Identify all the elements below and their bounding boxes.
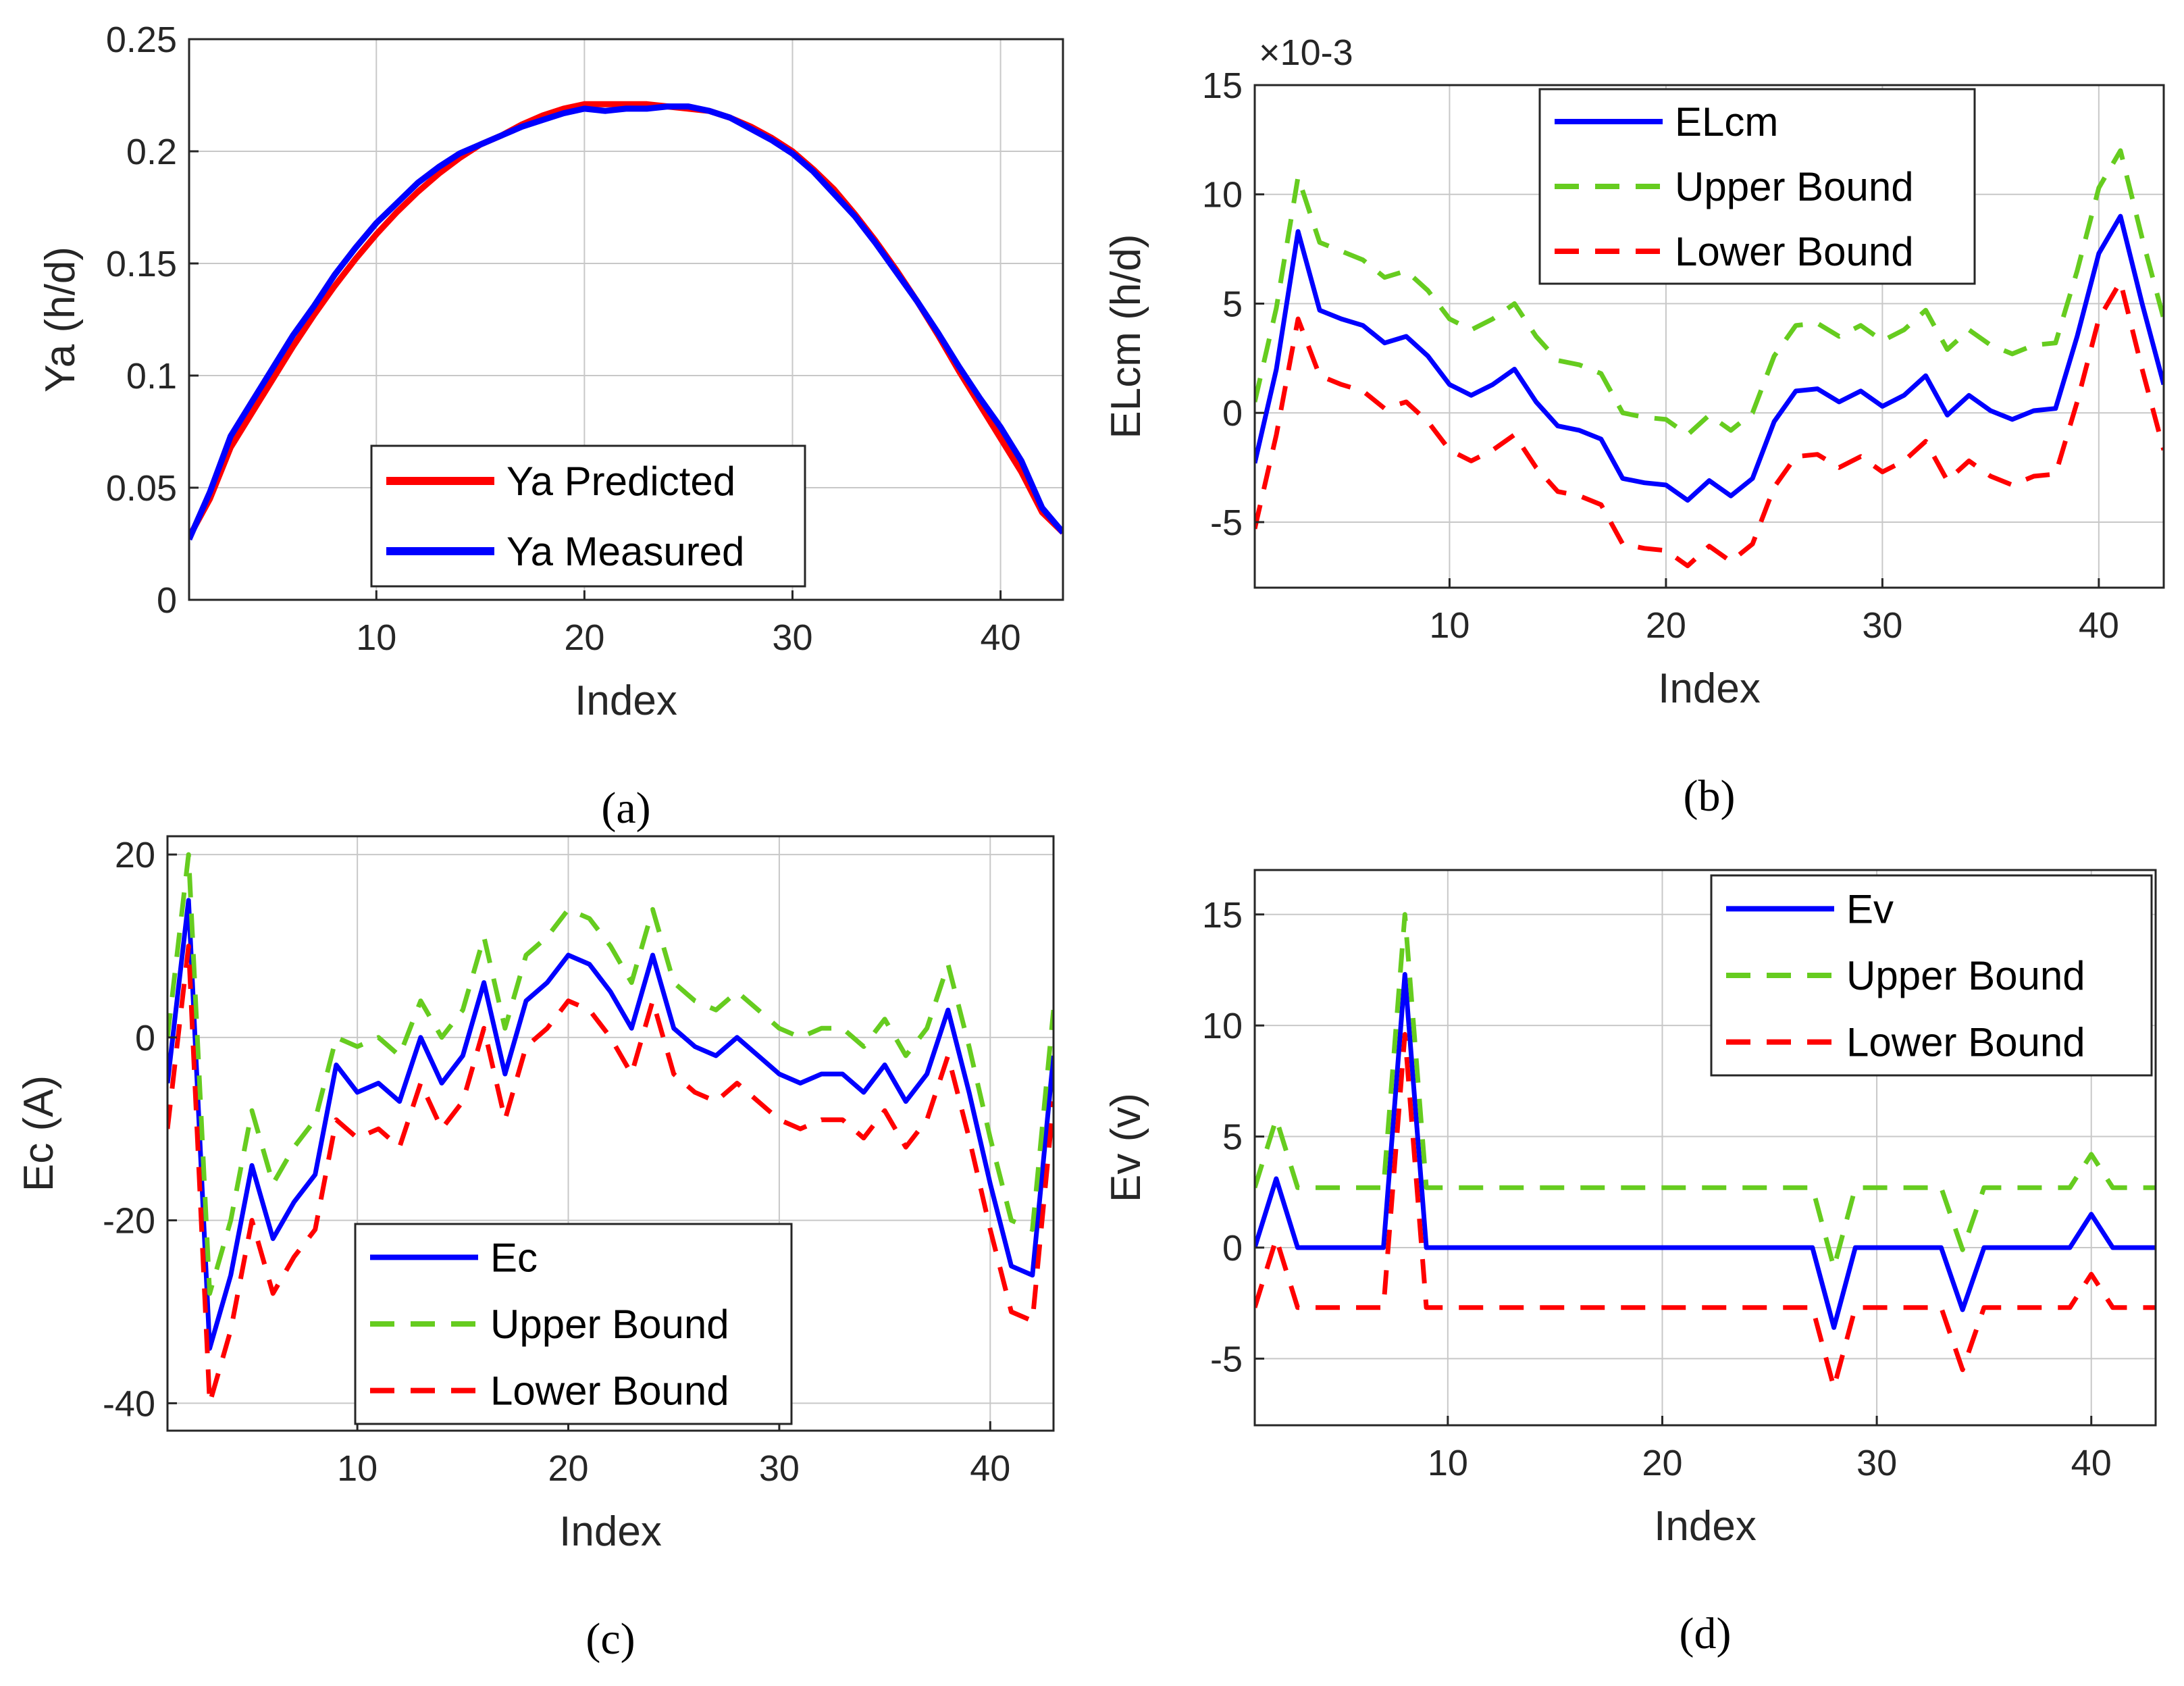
- series-line-b-lower-bound: [1255, 279, 2164, 569]
- legend-box-a: [370, 444, 806, 588]
- y-ticks-c: -40 -20 0 20: [103, 835, 177, 1424]
- x-tick-label-b: 40: [2079, 605, 2119, 646]
- y-tick-label-d: 10: [1202, 1006, 1243, 1046]
- series-group-c: [167, 852, 1054, 1406]
- caption-a: (a): [601, 784, 650, 833]
- series-group-d: [1255, 912, 2156, 1390]
- y-tick-label-a: 0.1: [126, 356, 177, 397]
- x-tick-label-a: 40: [981, 617, 1021, 658]
- plot-frame-d: [1253, 869, 2157, 1427]
- series-line-d-upper-bound: [1255, 912, 2156, 1271]
- x-ticks-a: 10 20 30 40: [356, 590, 1021, 658]
- legend-label-c: Lower Bound: [490, 1369, 729, 1414]
- panel-b: 10 20 30 40 -5 0 5 10 15 ×10-3 Index ELcm (h/d)…: [1103, 32, 2165, 821]
- y-axis-label-b: ELcm (h/d): [1103, 234, 1149, 438]
- x-tick-label-a: 30: [772, 617, 812, 658]
- series-line-c-upper-bound: [167, 852, 1054, 1296]
- grid-c: [167, 836, 1054, 1431]
- series-line-b-elcm: [1255, 213, 2164, 503]
- legend-label-c: Ec: [490, 1235, 538, 1280]
- series-group-a: [189, 101, 1063, 541]
- x-tick-label-a: 10: [356, 617, 396, 658]
- legend-label-b: Lower Bound: [1675, 229, 1914, 274]
- y-tick-label-c: 0: [135, 1018, 155, 1058]
- y-ticks-a: 0 0.05 0.1 0.15 0.2 0.25: [106, 20, 199, 621]
- y-tick-label-b: 0: [1222, 393, 1243, 434]
- panel-d: 10 20 30 40 -5 0 5 10 15 Index Ev (v) Ev Upper B…: [1103, 869, 2157, 1658]
- caption-c: (c): [586, 1614, 635, 1664]
- x-ticks-c: 10 20 30 40: [337, 1421, 1010, 1489]
- legend-label-b: Upper Bound: [1675, 164, 1914, 209]
- x-tick-label-b: 30: [1862, 605, 1902, 646]
- x-tick-label-d: 10: [1428, 1443, 1468, 1483]
- x-tick-label-d: 30: [1856, 1443, 1897, 1483]
- y-tick-label-c: -40: [103, 1383, 155, 1424]
- legend-a: Ya Predicted Ya Measured: [370, 444, 806, 588]
- plot-frame-b: [1253, 84, 2165, 589]
- series-line-b-upper-bound: [1255, 148, 2164, 438]
- x-ticks-b: 10 20 30 40: [1429, 578, 2119, 646]
- panel-c: 10 20 30 40 -40 -20 0 20 Index Ec (A) Ec Upper …: [16, 835, 1055, 1664]
- y-tick-label-a: 0.25: [106, 20, 177, 60]
- x-tick-label-b: 20: [1646, 605, 1686, 646]
- y-tick-label-c: -20: [103, 1201, 155, 1242]
- y-ticks-b: -5 0 5 10 15: [1202, 66, 1264, 543]
- x-tick-label-a: 20: [564, 617, 604, 658]
- legend-label-b: ELcm: [1675, 99, 1778, 145]
- caption-d: (d): [1680, 1609, 1732, 1658]
- x-tick-label-c: 20: [548, 1448, 588, 1489]
- y-tick-label-a: 0: [157, 580, 177, 621]
- grid-b: [1255, 84, 2164, 588]
- x-tick-label-d: 20: [1642, 1443, 1682, 1483]
- series-line-a-ya-measured: [189, 103, 1063, 541]
- y-tick-label-b: 15: [1202, 66, 1243, 106]
- legend-d: Ev Upper Bound Lower Bound: [1710, 874, 2153, 1077]
- y-tick-label-a: 0.2: [126, 132, 177, 172]
- y-tick-label-d: -5: [1210, 1339, 1243, 1379]
- y-axis-label-c: Ec (A): [16, 1075, 62, 1192]
- plot-frame-c: [166, 835, 1055, 1432]
- legend-label-a: Ya Measured: [506, 529, 744, 574]
- series-line-d-ev: [1255, 972, 2156, 1330]
- legend-label-c: Upper Bound: [490, 1302, 729, 1347]
- legend-label-a: Ya Predicted: [506, 459, 735, 504]
- legend-b: ELcm Upper Bound Lower Bound: [1538, 88, 1976, 285]
- legend-label-d: Lower Bound: [1846, 1020, 2085, 1065]
- y-tick-label-a: 0.05: [106, 468, 177, 509]
- legend-c: Ec Upper Bound Lower Bound: [354, 1223, 793, 1425]
- caption-b: (b): [1684, 771, 1736, 821]
- series-line-c-lower-bound: [167, 944, 1054, 1406]
- y-tick-label-d: 0: [1222, 1228, 1243, 1269]
- y-tick-label-b: 5: [1222, 284, 1243, 324]
- y-tick-label-b: 10: [1202, 175, 1243, 215]
- x-tick-label-d: 40: [2071, 1443, 2112, 1483]
- y-axis-label-a: Ya (h/d): [37, 247, 84, 392]
- y-axis-label-d: Ev (v): [1103, 1093, 1149, 1202]
- series-group-b: [1255, 148, 2164, 569]
- x-tick-label-b: 10: [1429, 605, 1470, 646]
- plot-frame-a: [188, 38, 1064, 601]
- x-axis-label-c: Index: [559, 1508, 662, 1555]
- x-tick-label-c: 30: [759, 1448, 800, 1489]
- legend-label-d: Ev: [1846, 886, 1894, 931]
- y-tick-label-a: 0.15: [106, 244, 177, 284]
- x-axis-label-a: Index: [575, 678, 677, 724]
- y-tick-label-d: 5: [1222, 1117, 1243, 1158]
- series-line-d-lower-bound: [1255, 1031, 2156, 1390]
- y-tick-label-d: 15: [1202, 895, 1243, 936]
- y-tick-label-c: 20: [115, 835, 155, 875]
- panel-a: 10 20 30 40 0 0.05 0.1 0.15 0.2 0.25 Index Ya (h…: [37, 20, 1064, 833]
- y-tick-label-b: -5: [1210, 503, 1243, 543]
- y-exponent-label-b: ×10-3: [1259, 32, 1353, 73]
- x-ticks-d: 10 20 30 40: [1428, 1416, 2112, 1483]
- y-ticks-d: -5 0 5 10 15: [1202, 895, 1264, 1379]
- x-tick-label-c: 40: [970, 1448, 1010, 1489]
- x-tick-label-c: 10: [337, 1448, 378, 1489]
- series-line-c-ec: [167, 898, 1054, 1351]
- legend-label-d: Upper Bound: [1846, 953, 2085, 998]
- x-axis-label-b: Index: [1658, 665, 1761, 712]
- x-axis-label-d: Index: [1654, 1503, 1757, 1550]
